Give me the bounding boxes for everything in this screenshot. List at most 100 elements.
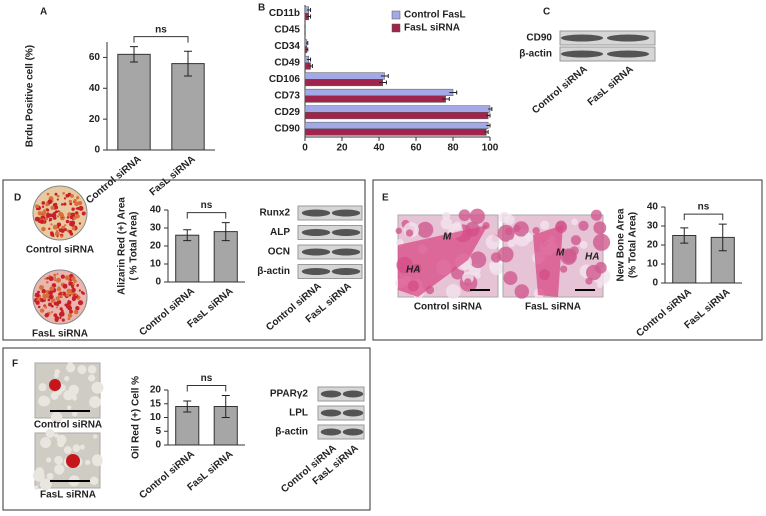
y-tick-label: 40 (150, 205, 162, 216)
error-bar (488, 106, 493, 111)
blot-band (342, 409, 364, 417)
tissue-blob (570, 235, 581, 246)
blot-band (606, 34, 650, 42)
stain-speck (55, 277, 62, 283)
tissue-blob (532, 226, 540, 235)
y-tick-label: 10 (150, 259, 162, 270)
tissue-blob (395, 227, 402, 235)
tissue-blob (497, 224, 515, 242)
stain-speck (74, 201, 79, 207)
stain-speck (52, 235, 55, 238)
stain-speck (75, 305, 80, 311)
y-axis-label: ( % Total Area) (129, 212, 140, 281)
significance-label: ns (155, 24, 167, 35)
y-tick-label: 10 (647, 259, 659, 270)
stain-speck (37, 211, 43, 216)
cell-blob (80, 445, 85, 450)
blot-band (331, 209, 361, 217)
y-tick-label: 20 (647, 240, 659, 251)
bar (304, 128, 487, 136)
stain-speck (41, 205, 45, 208)
y-tick-label: CD29 (274, 107, 300, 118)
cell-blob (91, 381, 104, 394)
x-tick-label: 80 (447, 143, 459, 154)
tissue-blob (504, 214, 515, 226)
stain-speck (75, 293, 78, 297)
cell-blob (38, 383, 47, 392)
y-axis-label: (% Total Area) (628, 212, 639, 278)
stain-speck (81, 211, 86, 216)
stain-speck (41, 226, 46, 232)
cell-blob (39, 478, 52, 491)
panel-letter: A (40, 7, 47, 18)
error-bar (184, 50, 192, 77)
stain-speck (59, 311, 65, 317)
error-bar (484, 130, 489, 135)
cell-blob (72, 444, 81, 452)
image-mark: M (443, 232, 452, 243)
stain-speck (52, 203, 57, 208)
blot-band (560, 50, 604, 58)
tissue-blob (474, 272, 481, 279)
y-tick-label: 0 (94, 145, 100, 156)
cell-blob (63, 446, 72, 454)
legend-label: Control FasL (404, 10, 466, 21)
tissue-blob (445, 284, 461, 299)
tissue-blob (452, 221, 462, 231)
y-tick-label: 20 (150, 385, 162, 396)
cell-blob (92, 455, 103, 467)
x-tick-label: Control siRNA (634, 287, 693, 339)
y-tick-label: 10 (150, 412, 162, 423)
stain-speck (67, 279, 71, 282)
lane-label: FasL siRNA (586, 64, 636, 108)
stain-speck (46, 213, 51, 218)
stain-speck (56, 194, 60, 198)
stain-speck (61, 291, 66, 296)
stain-speck (48, 302, 52, 307)
stain-speck (48, 227, 51, 230)
error-bar (718, 223, 727, 252)
stain-speck (50, 205, 55, 210)
blot-label: OCN (268, 247, 290, 258)
cell-blob (35, 467, 44, 476)
stain-speck (64, 224, 67, 227)
stain-speck (62, 192, 66, 195)
stain-speck (70, 212, 74, 216)
stain-speck (48, 294, 54, 300)
bar (171, 63, 205, 151)
stain-speck (71, 287, 76, 293)
cell-blob (87, 365, 97, 374)
error-bar (305, 40, 309, 45)
blot-label: ALP (270, 227, 290, 238)
error-bar (306, 14, 312, 19)
stain-speck (58, 228, 61, 231)
y-tick-label: CD49 (274, 57, 300, 68)
cell-blob (45, 428, 55, 438)
tissue-blob (464, 278, 472, 286)
stain-speck (68, 294, 72, 297)
cell-blob (66, 393, 73, 399)
y-tick-label: CD45 (274, 24, 300, 35)
stain-speck (70, 284, 75, 289)
stain-speck (76, 196, 80, 200)
tissue-blob (592, 233, 611, 251)
y-tick-label: 40 (647, 202, 659, 213)
cell-blob (54, 455, 63, 465)
y-tick-label: 0 (155, 440, 161, 451)
bar (304, 72, 385, 80)
tissue-blob (503, 271, 518, 286)
blot-label: β-actin (519, 49, 552, 60)
stain-speck (71, 226, 76, 231)
bar (304, 112, 489, 120)
stain-speck (75, 211, 79, 215)
error-bar (183, 229, 192, 242)
y-tick-label: CD34 (274, 41, 300, 52)
blot-band (320, 409, 342, 417)
image-mark: HA (406, 265, 420, 276)
x-tick-label: 60 (410, 143, 422, 154)
tissue-blob (513, 224, 521, 233)
stain-speck (54, 231, 60, 237)
stain-speck (66, 216, 70, 219)
cell-blob (89, 476, 99, 486)
stain-speck (43, 305, 48, 309)
